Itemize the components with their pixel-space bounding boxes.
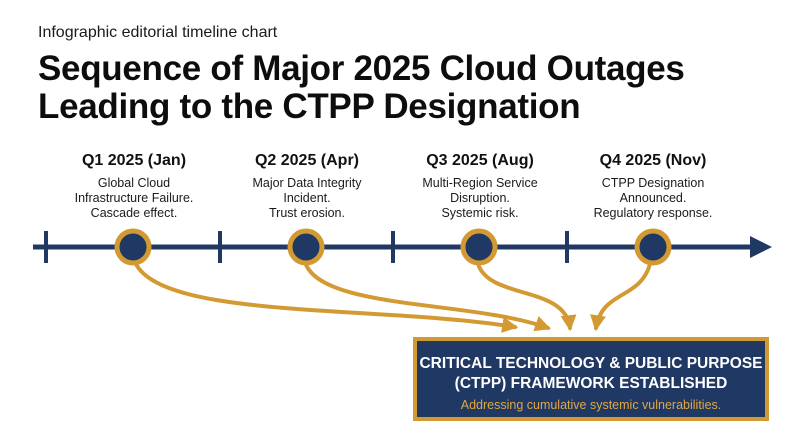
event-node-q3: [460, 228, 498, 266]
event-q4-desc-line: Regulatory response.: [593, 206, 713, 220]
event-q1-description: Global Cloud Infrastructure Failure. Cas…: [49, 176, 219, 221]
event-node-q1: [114, 228, 152, 266]
connector-arrow-q1: [133, 260, 519, 333]
event-q3-description: Multi-Region Service Disruption. Systemi…: [395, 176, 565, 221]
event-q3-desc-line: Multi-Region Service: [422, 176, 538, 190]
event-node-q4: [634, 228, 672, 266]
event-q4: Q4 2025 (Nov) CTPP Designation Announced…: [568, 152, 738, 221]
framework-subtitle: Addressing cumulative systemic vulnerabi…: [460, 398, 722, 412]
event-q2-label: Q2 2025 (Apr): [254, 152, 360, 169]
event-q1-desc-line: Infrastructure Failure.: [74, 191, 194, 205]
chart-subtitle: Infographic editorial timeline chart: [38, 24, 278, 41]
event-q3: Q3 2025 (Aug) Multi-Region Service Disru…: [395, 152, 565, 221]
connector-arrow-q2: [303, 260, 552, 332]
title-line-2: Leading to the CTPP Designation: [38, 87, 581, 126]
event-node-q2: [287, 228, 325, 266]
connector-arrow-q4: [590, 262, 652, 332]
framework-title-line-2: (CTPP) FRAMEWORK ESTABLISHED: [454, 375, 728, 392]
event-q1-desc-line: Global Cloud: [97, 176, 171, 190]
title-line-1: Sequence of Major 2025 Cloud Outages: [38, 49, 685, 88]
framework-box: CRITICAL TECHNOLOGY & PUBLIC PURPOSE (CT…: [413, 337, 769, 421]
event-q3-label: Q3 2025 (Aug): [426, 152, 534, 169]
connector-arrow-q3: [476, 262, 577, 332]
timeline-arrowhead: [750, 236, 772, 258]
event-q3-desc-line: Disruption.: [450, 191, 510, 205]
event-q2-desc-line: Major Data Integrity: [252, 176, 362, 190]
event-q2-desc-line: Trust erosion.: [269, 206, 345, 220]
framework-title-line-1: CRITICAL TECHNOLOGY & PUBLIC PURPOSE: [419, 355, 763, 372]
event-q2: Q2 2025 (Apr) Major Data Integrity Incid…: [222, 152, 392, 221]
event-q1-desc-line: Cascade effect.: [90, 206, 178, 220]
event-q1-label: Q1 2025 (Jan): [81, 152, 187, 169]
event-q2-desc-line: Incident.: [283, 191, 331, 205]
event-q4-desc-line: CTPP Designation: [601, 176, 705, 190]
event-q4-label: Q4 2025 (Nov): [599, 152, 707, 169]
event-q2-description: Major Data Integrity Incident. Trust ero…: [222, 176, 392, 221]
event-q4-desc-line: Announced.: [619, 191, 687, 205]
event-q1: Q1 2025 (Jan) Global Cloud Infrastructur…: [49, 152, 219, 221]
event-q3-desc-line: Systemic risk.: [441, 206, 519, 220]
page-title: Sequence of Major 2025 Cloud Outages Lea…: [38, 50, 778, 126]
event-q4-description: CTPP Designation Announced. Regulatory r…: [568, 176, 738, 221]
